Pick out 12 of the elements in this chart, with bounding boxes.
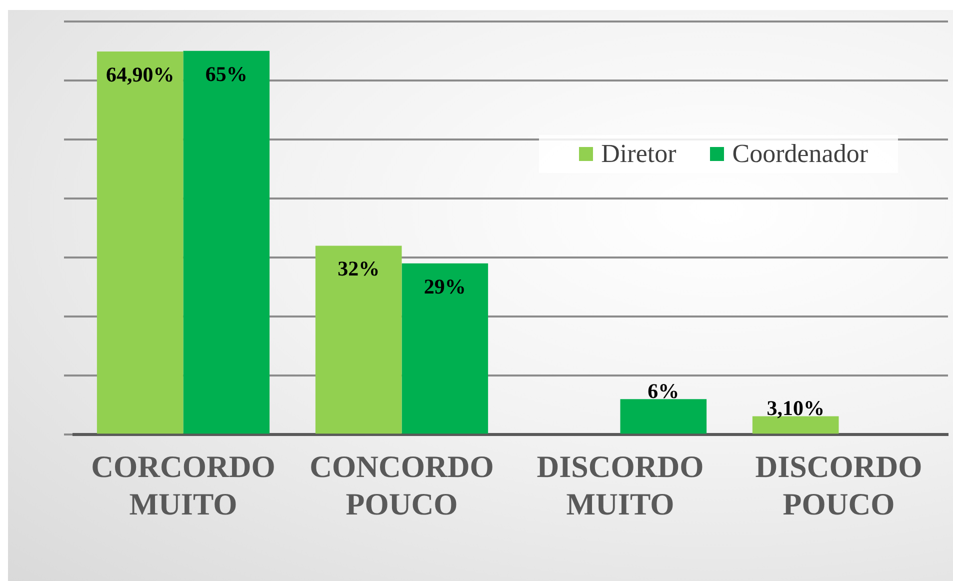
- data-label: 29%: [424, 274, 466, 298]
- x-tick-label: DISCORDO MUITO: [536, 449, 704, 522]
- x-tick-label: DISCORDO POUCO: [755, 449, 922, 522]
- legend-label: Coordenador: [732, 139, 868, 169]
- x-tick-label: CORCORDO MUITO: [91, 449, 276, 522]
- x-tick-label: CONCORDO POUCO: [310, 449, 494, 522]
- legend-label: Diretor: [601, 139, 676, 169]
- data-label: 6%: [648, 379, 680, 404]
- data-label: 3,10%: [766, 396, 824, 420]
- data-label: 32%: [338, 256, 380, 281]
- data-label: 65%: [205, 62, 248, 86]
- data-label: 64,90%: [106, 62, 174, 86]
